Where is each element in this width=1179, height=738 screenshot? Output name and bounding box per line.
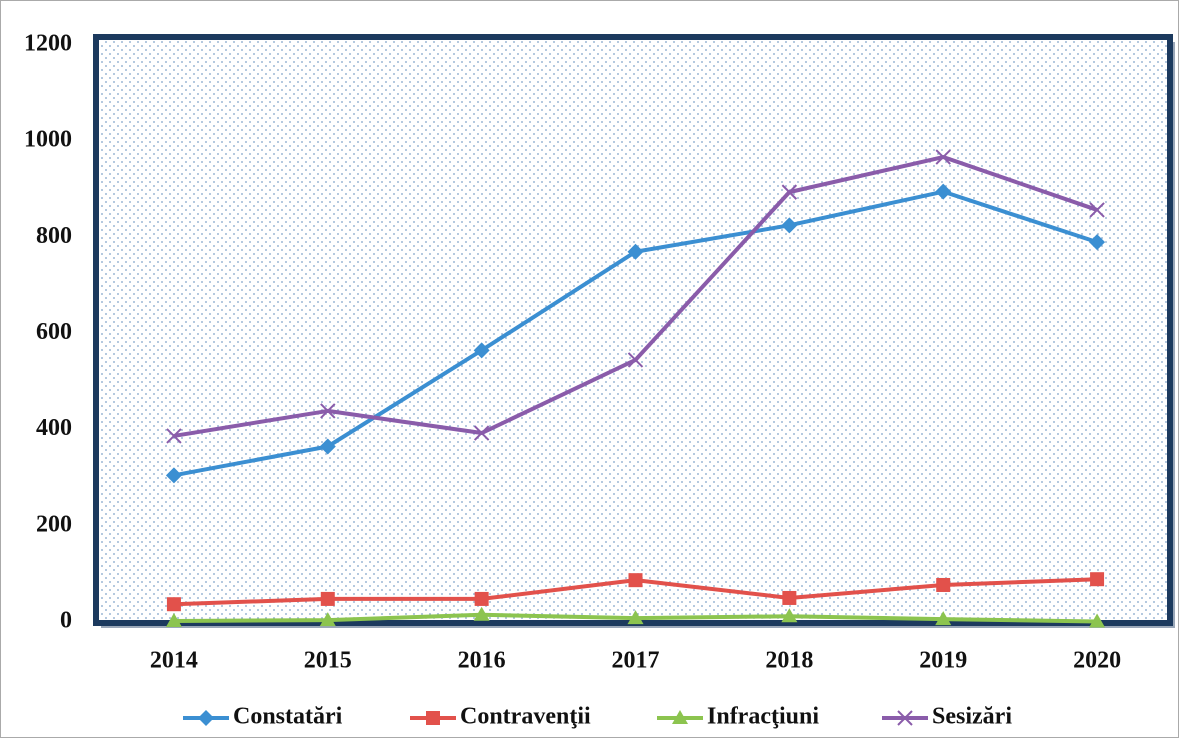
y-tick-label: 1000 <box>24 127 72 153</box>
y-tick-label: 400 <box>36 415 72 441</box>
y-tick-label: 800 <box>36 223 72 249</box>
x-tick-label: 2019 <box>919 648 967 674</box>
point <box>935 183 952 200</box>
x-tick-label: 2018 <box>765 648 813 674</box>
legend-label: Constatări <box>233 704 343 730</box>
y-tick-label: 600 <box>36 319 72 345</box>
x-tick-label: 2020 <box>1073 648 1121 674</box>
point <box>165 467 182 484</box>
point <box>782 590 797 605</box>
point <box>781 608 798 623</box>
point <box>781 217 798 234</box>
point <box>627 352 644 368</box>
point <box>473 425 490 441</box>
point <box>936 577 951 592</box>
point <box>320 591 335 606</box>
y-tick-label: 0 <box>60 608 72 634</box>
point <box>320 403 336 419</box>
point <box>628 573 643 588</box>
point <box>627 243 644 260</box>
legend-label: Contravenţii <box>460 704 591 730</box>
plot-area <box>93 34 1173 626</box>
legend-marker <box>426 711 440 725</box>
point <box>1089 202 1105 218</box>
point <box>935 149 951 165</box>
point <box>474 591 489 606</box>
legend-label: Infracţiuni <box>707 704 819 730</box>
point <box>627 610 644 625</box>
x-tick-label: 2015 <box>304 648 352 674</box>
y-tick-label: 1200 <box>24 31 72 57</box>
point <box>473 606 490 621</box>
x-tick-label: 2017 <box>612 648 660 674</box>
point <box>1089 234 1106 251</box>
point <box>1089 613 1106 628</box>
point <box>165 613 182 628</box>
point <box>935 611 952 626</box>
point <box>319 438 336 455</box>
legend-marker <box>672 710 688 724</box>
point <box>166 428 182 444</box>
point <box>166 597 181 612</box>
x-tick-label: 2016 <box>458 648 506 674</box>
legend-marker <box>198 710 214 726</box>
point <box>781 184 798 200</box>
legend-label: Sesizări <box>932 704 1012 730</box>
y-tick-label: 200 <box>36 511 72 537</box>
x-tick-label: 2014 <box>150 648 198 674</box>
point <box>1090 572 1105 587</box>
legend-marker <box>897 710 913 726</box>
point <box>319 612 336 627</box>
point <box>473 342 490 359</box>
